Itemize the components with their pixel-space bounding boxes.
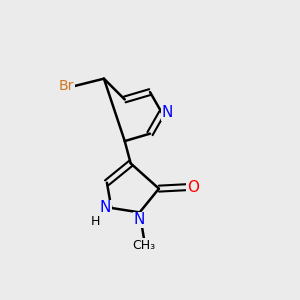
- Text: H: H: [90, 215, 100, 228]
- Text: Br: Br: [59, 79, 74, 93]
- Text: N: N: [134, 212, 145, 227]
- Text: O: O: [187, 180, 199, 195]
- Text: N: N: [162, 105, 173, 120]
- Text: CH₃: CH₃: [133, 239, 156, 252]
- Text: N: N: [100, 200, 111, 215]
